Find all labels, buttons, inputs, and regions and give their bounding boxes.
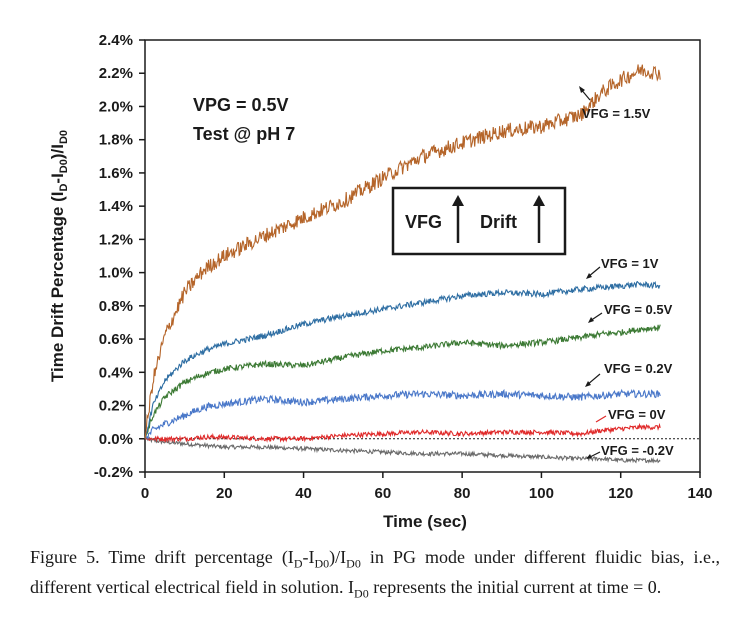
label-vfg-0-2v: VFG = 0.2V <box>585 361 673 387</box>
y-tick-label: 0.8% <box>99 298 133 315</box>
y-tick-label: 1.2% <box>99 231 133 248</box>
time-drift-chart: -0.2% 0.0% 0.2% 0.4% 0.6% 0.8% 1.0% 1.2% 1.4% 1.6… <box>48 32 713 531</box>
y-tick-label: 2.4% <box>99 32 133 49</box>
x-tick-label: 0 <box>141 485 149 502</box>
series-line-vfg0.5v <box>144 324 661 439</box>
y-tick-label: 2.2% <box>99 65 133 82</box>
y-tick-label: 0.6% <box>99 331 133 348</box>
trend-inset-box: VFG Drift <box>391 186 567 256</box>
svg-text:VFG = -0.2V: VFG = -0.2V <box>601 443 674 458</box>
inset-drift-label: Drift <box>480 212 517 232</box>
y-tick-label: 1.4% <box>99 198 133 215</box>
y-axis-title: Time Drift Percentage (ID-ID0)/ID0 <box>48 130 70 382</box>
x-tick-label: 80 <box>454 485 471 502</box>
y-tick-label: 0.4% <box>99 364 133 381</box>
y-tick-label: 1.8% <box>99 132 133 149</box>
y-tick-label: 1.6% <box>99 165 133 182</box>
svg-text:VFG = 0.2V: VFG = 0.2V <box>604 361 673 376</box>
x-tick-label: 20 <box>216 485 233 502</box>
series-line-vfg-0.2v <box>144 436 661 464</box>
y-tick-label: 0.0% <box>99 431 133 448</box>
svg-text:VFG = 1V: VFG = 1V <box>601 256 659 271</box>
series-labels: VFG = 1.5V VFG = 1V VFG = 0.5V VFG = 0.2… <box>579 86 674 459</box>
series-line-vfg0.2v <box>144 388 661 440</box>
x-tick-label: 100 <box>529 485 554 502</box>
series-line-vfg1.5v <box>144 64 661 439</box>
y-tick-label: -0.2% <box>94 464 133 481</box>
x-tick-label: 140 <box>687 485 712 502</box>
series-line-vfg0v <box>145 422 661 444</box>
svg-text:VFG = 1.5V: VFG = 1.5V <box>582 106 651 121</box>
label-vfg-1-5v: VFG = 1.5V <box>579 86 651 121</box>
label-vfg-0v: VFG = 0V <box>595 407 666 423</box>
y-tick-label: 2.0% <box>99 98 133 115</box>
plot-area <box>144 39 701 473</box>
svg-text:VFG = 0V: VFG = 0V <box>608 407 666 422</box>
inset-vfg-label: VFG <box>405 212 442 232</box>
label-vfg-1v: VFG = 1V <box>586 256 659 279</box>
y-tick-label: 0.2% <box>99 398 133 415</box>
vpg-annotation: VPG = 0.5V <box>193 95 289 115</box>
series-layer <box>144 64 661 464</box>
x-axis-title: Time (sec) <box>383 512 467 531</box>
x-tick-label: 60 <box>375 485 392 502</box>
x-axis-ticks: 0 20 40 60 80 100 120 140 <box>141 472 713 502</box>
label-vfg-neg-0-2v: VFG = -0.2V <box>586 443 674 459</box>
figure-caption: Figure 5. Time drift percentage (ID-ID0)… <box>30 547 720 601</box>
series-line-vfg1v <box>144 280 661 439</box>
vfg-up-arrow-icon <box>452 195 464 243</box>
x-tick-label: 40 <box>295 485 312 502</box>
y-axis-ticks: -0.2% 0.0% 0.2% 0.4% 0.6% 0.8% 1.0% 1.2% 1.4% 1.6… <box>94 32 145 481</box>
label-vfg-0-5v: VFG = 0.5V <box>588 302 673 323</box>
y-tick-label: 1.0% <box>99 265 133 282</box>
svg-text:VFG = 0.5V: VFG = 0.5V <box>604 302 673 317</box>
x-tick-label: 120 <box>608 485 633 502</box>
test-ph-annotation: Test @ pH 7 <box>193 124 295 144</box>
drift-up-arrow-icon <box>533 195 545 243</box>
